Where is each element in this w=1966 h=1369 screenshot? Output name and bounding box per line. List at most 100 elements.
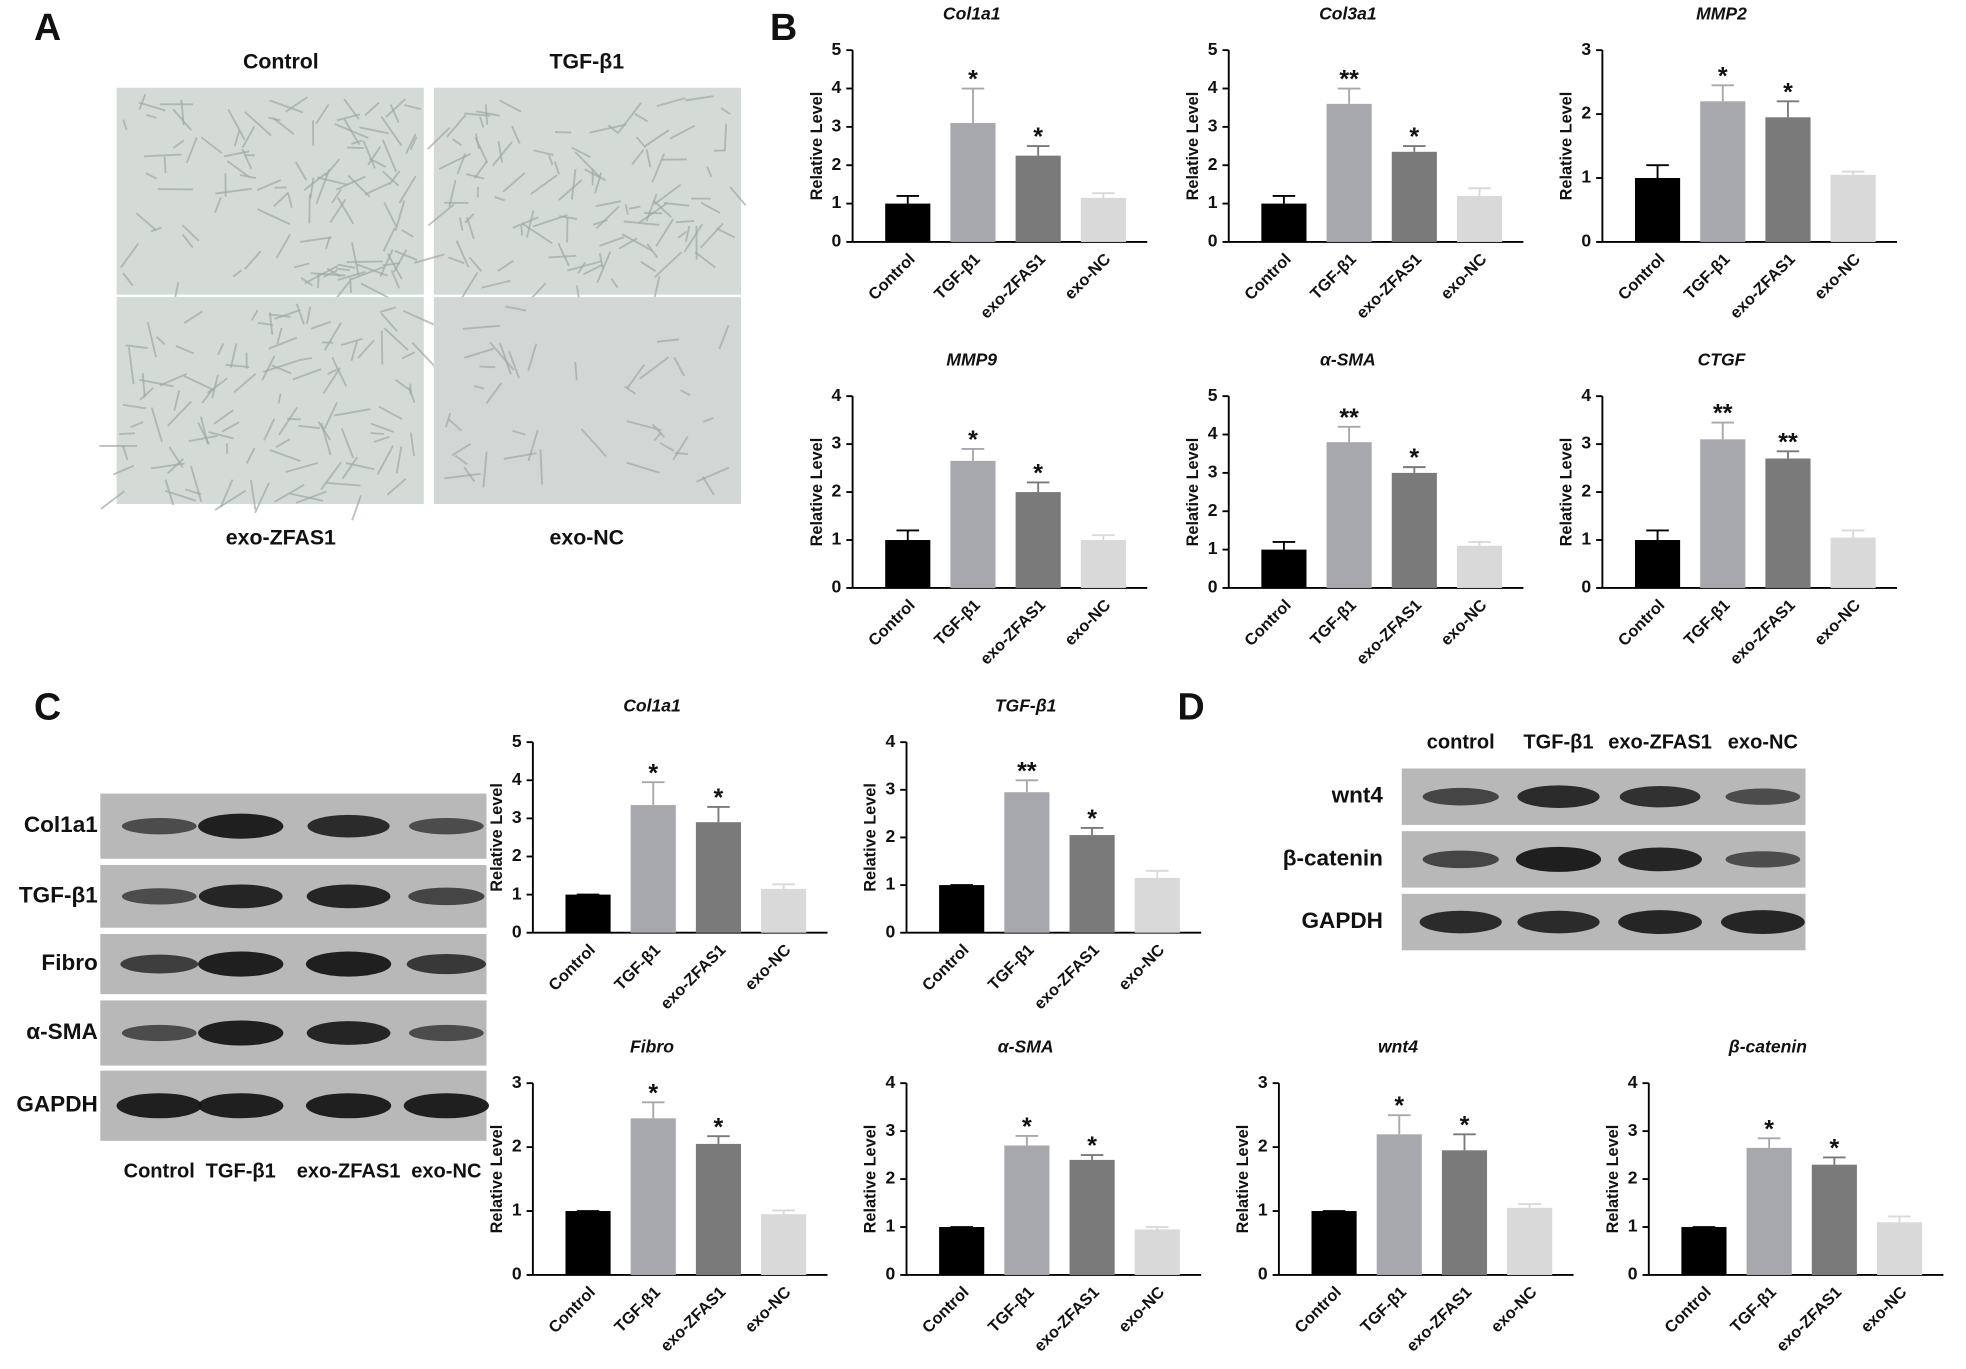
bar [1700, 101, 1746, 242]
y-axis-label: Relative Level [488, 1125, 506, 1234]
cell [297, 357, 313, 362]
cell [331, 188, 343, 204]
cell [427, 203, 455, 227]
blot-lane-label: Control [124, 1160, 195, 1182]
blot-band [198, 1093, 284, 1119]
cell [539, 449, 543, 485]
cell [214, 197, 222, 214]
cell [700, 201, 721, 214]
x-tick-label: exo-ZFAS1 [657, 1283, 729, 1355]
x-tick-label: TGF-β1 [611, 941, 664, 994]
y-tick-label: 5 [512, 731, 522, 751]
blot-band [1517, 910, 1600, 934]
blot-lane-label: TGF-β1 [206, 1160, 276, 1182]
significance: * [1033, 460, 1043, 488]
x-tick-label: TGF-β1 [985, 941, 1038, 994]
cell [383, 202, 398, 228]
y-tick-label: 4 [1208, 77, 1218, 97]
cell [326, 482, 361, 487]
y-tick-label: 2 [1581, 481, 1591, 501]
y-tick-label: 3 [832, 433, 842, 453]
y-tick-label: 2 [885, 1168, 895, 1188]
cell [409, 136, 418, 150]
cell [595, 200, 622, 208]
chart-title: TGF-β1 [995, 696, 1057, 716]
blot-lane-label: exo-ZFAS1 [1608, 732, 1712, 754]
cell [334, 123, 369, 139]
cell [599, 236, 625, 247]
cell [263, 418, 276, 441]
cell [285, 461, 319, 473]
cell [448, 256, 465, 264]
cell [589, 123, 627, 134]
bar [630, 1118, 676, 1275]
cell [479, 116, 485, 128]
chart-title: Col1a1 [623, 696, 681, 716]
cell [336, 267, 351, 272]
cell [350, 340, 358, 362]
cell [394, 250, 418, 261]
x-tick-label: Control [545, 1283, 599, 1337]
cell [213, 409, 234, 425]
cell [122, 119, 128, 131]
cell [458, 217, 464, 232]
x-tick-label: exo-NC [741, 1283, 794, 1336]
cell [351, 139, 363, 145]
cell [337, 271, 366, 281]
cell [502, 172, 526, 193]
cell [414, 253, 445, 264]
cell [262, 359, 299, 373]
x-tick-label: Control [919, 1283, 973, 1337]
y-tick-label: 2 [1581, 103, 1591, 123]
cell [320, 461, 342, 491]
blot-band [1419, 910, 1502, 934]
cell [454, 454, 468, 466]
cell [505, 305, 527, 312]
cell [322, 269, 338, 278]
blot-band [306, 884, 391, 909]
x-tick-label: exo-NC [1811, 596, 1864, 649]
cell [651, 153, 665, 183]
y-tick-label: 3 [1628, 1120, 1638, 1140]
cell [200, 136, 223, 154]
cell [119, 432, 135, 436]
blot-lane-label: exo-NC [1728, 732, 1798, 754]
bar [1080, 197, 1126, 242]
y-tick-label: 5 [1208, 385, 1218, 405]
cell [527, 429, 539, 462]
cell [482, 451, 488, 488]
bar [1456, 195, 1503, 242]
significance: ** [1339, 66, 1359, 94]
cell [451, 443, 471, 457]
cell [370, 432, 385, 435]
bar [1441, 1150, 1488, 1275]
cell [718, 324, 730, 350]
y-tick-label: 2 [832, 154, 842, 174]
cell [150, 462, 185, 470]
chart-title: Col3a1 [1319, 4, 1377, 24]
cell [675, 219, 695, 224]
significance: * [1394, 1092, 1404, 1120]
chart-title: MMP2 [1696, 4, 1747, 24]
cell [512, 429, 526, 436]
cell [376, 445, 394, 476]
cell [706, 166, 713, 178]
cell [481, 279, 511, 289]
y-tick-label: 0 [1628, 1264, 1638, 1284]
cell [159, 373, 188, 387]
cell [464, 347, 494, 359]
cell [530, 174, 558, 195]
y-tick-label: 0 [1258, 1264, 1268, 1284]
cell [716, 227, 736, 239]
cell [639, 356, 670, 380]
cell [494, 196, 506, 202]
cell [557, 242, 570, 267]
cell [461, 271, 479, 299]
cell [172, 139, 185, 149]
cell [596, 251, 612, 284]
cell [455, 240, 470, 268]
x-tick-label: exo-NC [1115, 941, 1168, 994]
cell [317, 421, 331, 441]
cell [122, 272, 134, 287]
blot-lane-label: exo-ZFAS1 [297, 1160, 401, 1182]
